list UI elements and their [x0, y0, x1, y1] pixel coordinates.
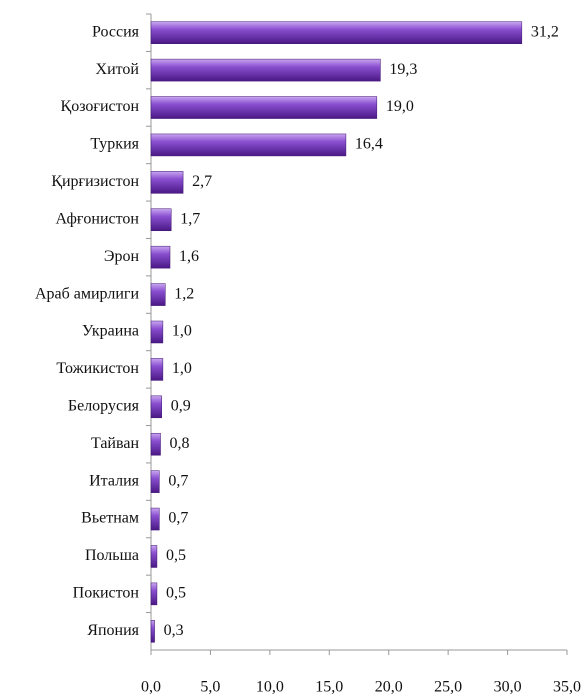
y-tick-label: Вьетнам: [81, 510, 139, 527]
x-tick-label: 5,0: [200, 679, 220, 696]
bar: [150, 58, 381, 82]
bar: [150, 582, 158, 606]
value-label: 1,6: [179, 248, 199, 265]
value-label: 16,4: [355, 136, 383, 153]
value-label: 2,7: [192, 173, 212, 190]
value-label: 19,3: [389, 61, 417, 78]
bar: [150, 358, 164, 381]
bar: [150, 320, 164, 344]
y-tick-label: Украина: [82, 323, 139, 340]
y-tick-label: Италия: [89, 472, 140, 489]
y-tick-label: Белорусия: [68, 397, 140, 414]
bar: [150, 545, 158, 568]
bar: [150, 208, 172, 232]
y-tick-label: Эрон: [104, 248, 140, 265]
bar: [150, 470, 160, 493]
value-label: 0,8: [170, 435, 190, 452]
x-tick-label: 25,0: [434, 679, 462, 696]
value-label: 0,3: [164, 622, 184, 639]
x-tick-label: 0,0: [141, 679, 161, 696]
value-label: 1,0: [172, 360, 192, 377]
y-tick-label: Россия: [92, 23, 140, 40]
y-tick-label: Тайван: [91, 435, 139, 452]
bar: [150, 507, 160, 531]
bar: [150, 620, 155, 643]
bar: [150, 133, 347, 157]
y-tick-label: Афғонистон: [56, 210, 140, 227]
y-tick-label: Туркия: [90, 136, 139, 153]
bar: [150, 171, 184, 194]
y-tick-label: Польша: [85, 547, 139, 564]
x-tick-label: 20,0: [375, 679, 403, 696]
value-label: 0,5: [166, 585, 186, 602]
value-label: 1,2: [174, 285, 194, 302]
y-tick-label: Хитой: [96, 61, 140, 78]
bar: [150, 283, 166, 306]
x-tick-label: 15,0: [315, 679, 343, 696]
value-label: 0,9: [171, 397, 191, 414]
y-tick-label: Қозоғистон: [61, 98, 140, 115]
value-label: 0,7: [168, 510, 188, 527]
y-tick-label: Араб амирлиги: [35, 285, 139, 302]
bar: [150, 432, 161, 456]
value-label: 1,0: [172, 323, 192, 340]
value-label: 19,0: [386, 98, 414, 115]
y-tick-label: Покистон: [73, 585, 140, 602]
y-tick-label: Тожикистон: [56, 360, 139, 377]
value-label: 0,7: [168, 472, 188, 489]
x-tick-label: 35,0: [553, 679, 581, 696]
bar: [150, 245, 171, 269]
value-label: 1,7: [180, 210, 200, 227]
x-tick-label: 30,0: [494, 679, 522, 696]
bar: [150, 21, 523, 44]
x-tick-label: 10,0: [256, 679, 284, 696]
y-tick-label: Қирғизистон: [51, 173, 139, 190]
bar: [150, 395, 162, 419]
bar: [150, 96, 378, 119]
y-tick-label: Япония: [87, 622, 139, 639]
value-label: 0,5: [166, 547, 186, 564]
value-label: 31,2: [531, 23, 559, 40]
